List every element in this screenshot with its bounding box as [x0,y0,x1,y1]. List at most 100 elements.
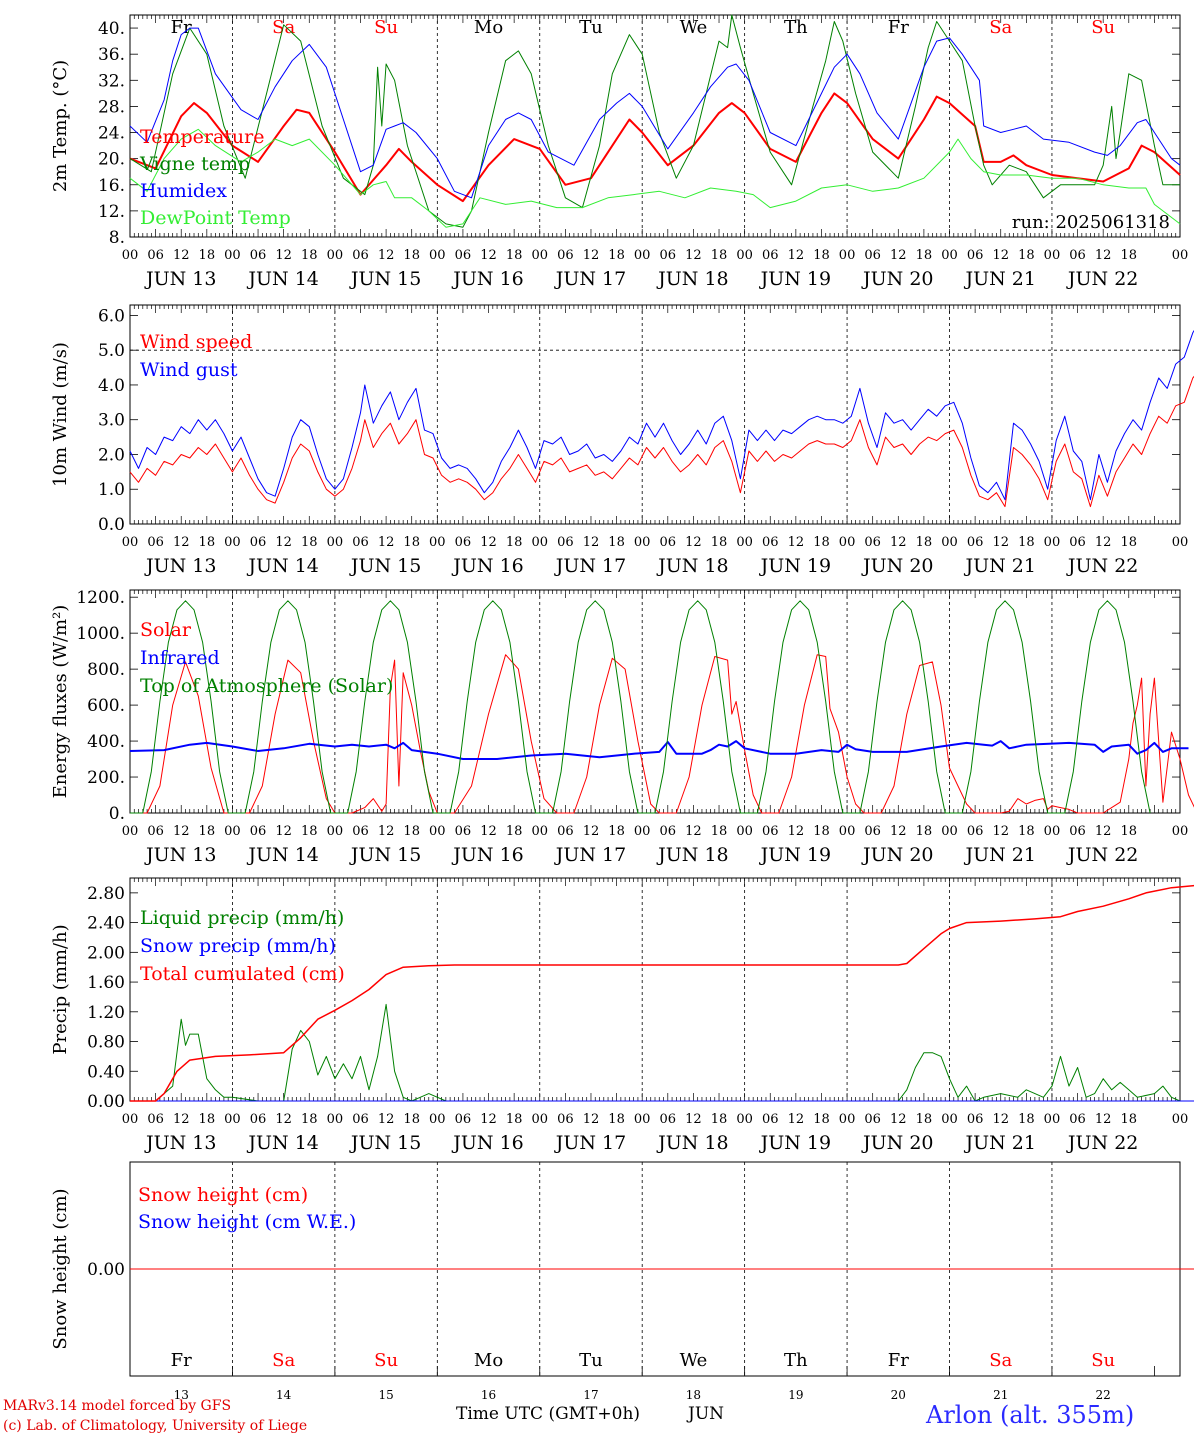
y-tick-label: 0.00 [87,1092,125,1112]
hour-tick-label: 00 [224,535,241,550]
hour-tick-label: 00 [1044,248,1061,263]
hour-tick-label: 06 [660,824,677,839]
hour-tick-label: 12 [378,248,395,263]
weekday-label: Tu [579,1350,603,1371]
hour-tick-label: 12 [788,535,805,550]
hour-tick-label: 18 [916,824,933,839]
date-label: JUN 16 [451,555,523,577]
hour-tick-label: 00 [736,535,753,550]
legend-entry: Vigne temp [139,153,250,175]
hour-tick-label: 12 [890,1112,907,1127]
hour-tick-label: 12 [583,535,600,550]
hour-tick-label: 18 [403,535,420,550]
legend-entry: Top of Atmosphere (Solar) [140,675,393,697]
date-label: JUN 15 [349,268,421,290]
y-tick-label: 24. [98,124,125,144]
date-label: JUN 18 [656,1132,728,1154]
panel-2: 00 06 12 18 JUN 13 00 06 12 18 JUN 14 00 06 12 18 JUN … [50,304,1194,577]
hour-tick-label: 06 [352,248,369,263]
hour-tick-label: 00 [634,535,651,550]
y-tick-label: 0.80 [87,1033,125,1053]
legend-entry: Total cumulated (cm) [140,963,345,985]
y-tick-label: 20. [98,150,125,170]
date-label: JUN 22 [1066,268,1138,290]
hour-tick-label: 06 [250,248,267,263]
hour-tick-label: 12 [480,248,497,263]
day-number-label: 20 [891,1388,906,1402]
hour-tick-label: 00 [429,248,446,263]
y-tick-label: 6.0 [98,306,125,326]
hour-tick-label: 12 [992,535,1009,550]
date-label: JUN 20 [861,844,933,866]
hour-tick-label: 12 [480,535,497,550]
day-number-label: 19 [788,1388,803,1402]
hour-tick-label: 12 [685,535,702,550]
hour-tick-label: 18 [813,1112,830,1127]
hour-tick-label: 18 [916,535,933,550]
legend-entry: Temperature [140,126,264,148]
date-label: JUN 13 [144,268,216,290]
hour-tick-label: 12 [992,248,1009,263]
hour-tick-label: 06 [557,535,574,550]
hour-tick-label: 18 [506,535,523,550]
hour-tick-label: 18 [403,248,420,263]
hour-tick-label: 18 [608,248,625,263]
y-tick-label: 16. [98,176,125,196]
hour-tick-label: 18 [711,535,728,550]
y-axis-label: 10m Wind (m/s) [50,342,71,487]
hour-tick-label: 06 [147,824,164,839]
hour-tick-label: 06 [967,1112,984,1127]
hour-tick-label: 00 [736,1112,753,1127]
y-tick-label: 1.60 [87,973,125,993]
hour-tick-label: 18 [403,824,420,839]
hour-tick-label: 06 [1069,248,1086,263]
hour-tick-label: 00 [429,1112,446,1127]
hour-tick-label: 06 [557,248,574,263]
hour-tick-label: 18 [301,248,318,263]
hour-tick-label: 18 [813,535,830,550]
y-tick-label: 36. [98,45,125,65]
weekday-label: Th [784,1350,808,1371]
hour-tick-label: 12 [378,824,395,839]
lab-credit: (c) Lab. of Climatology, University of L… [3,1418,308,1434]
date-label: JUN 17 [554,555,626,577]
y-tick-label: 1.0 [98,480,125,500]
y-tick-label: 1200. [76,588,125,608]
hour-tick-label: 18 [1018,1112,1035,1127]
date-label: JUN 21 [963,268,1035,290]
series-line [129,375,1194,508]
hour-tick-label: 12 [378,535,395,550]
hour-tick-label: 00 [839,248,856,263]
series-line [129,329,1194,501]
hour-tick-label: 00 [122,824,139,839]
hour-tick-label: 00 [941,248,958,263]
series-line [130,654,1194,814]
weekday-label: We [680,17,708,38]
date-label: JUN 14 [246,555,318,577]
legend-entry: Liquid precip (mm/h) [140,907,344,929]
hour-tick-label: 18 [1121,248,1138,263]
panel-3: 00 06 12 18 JUN 13 00 06 12 18 JUN 14 00 06 12 18 JUN … [50,588,1194,866]
hour-tick-label: 06 [250,1112,267,1127]
hour-tick-label: 00 [531,248,548,263]
date-label: JUN 19 [759,844,831,866]
hour-tick-label: 06 [352,535,369,550]
hour-tick-label: 12 [890,824,907,839]
y-tick-label: 2.00 [87,943,125,963]
hour-tick-label: 12 [890,248,907,263]
y-tick-label: 4.0 [98,376,125,396]
weekday-label: Tu [579,17,603,38]
hour-tick-label: 00 [941,535,958,550]
hour-tick-label: 18 [916,248,933,263]
hour-tick-label: 06 [967,824,984,839]
hour-tick-label: 12 [173,1112,190,1127]
x-axis-label: Time UTC (GMT+0h) [456,1404,641,1424]
hour-tick-label: 06 [352,1112,369,1127]
date-label: JUN 20 [861,268,933,290]
hour-tick-label: 06 [967,248,984,263]
hour-tick-label: 00 [839,824,856,839]
hour-tick-label: 06 [660,248,677,263]
hour-tick-label: 00 [224,824,241,839]
hour-tick-label: 00 [429,824,446,839]
date-label: JUN 18 [656,555,728,577]
